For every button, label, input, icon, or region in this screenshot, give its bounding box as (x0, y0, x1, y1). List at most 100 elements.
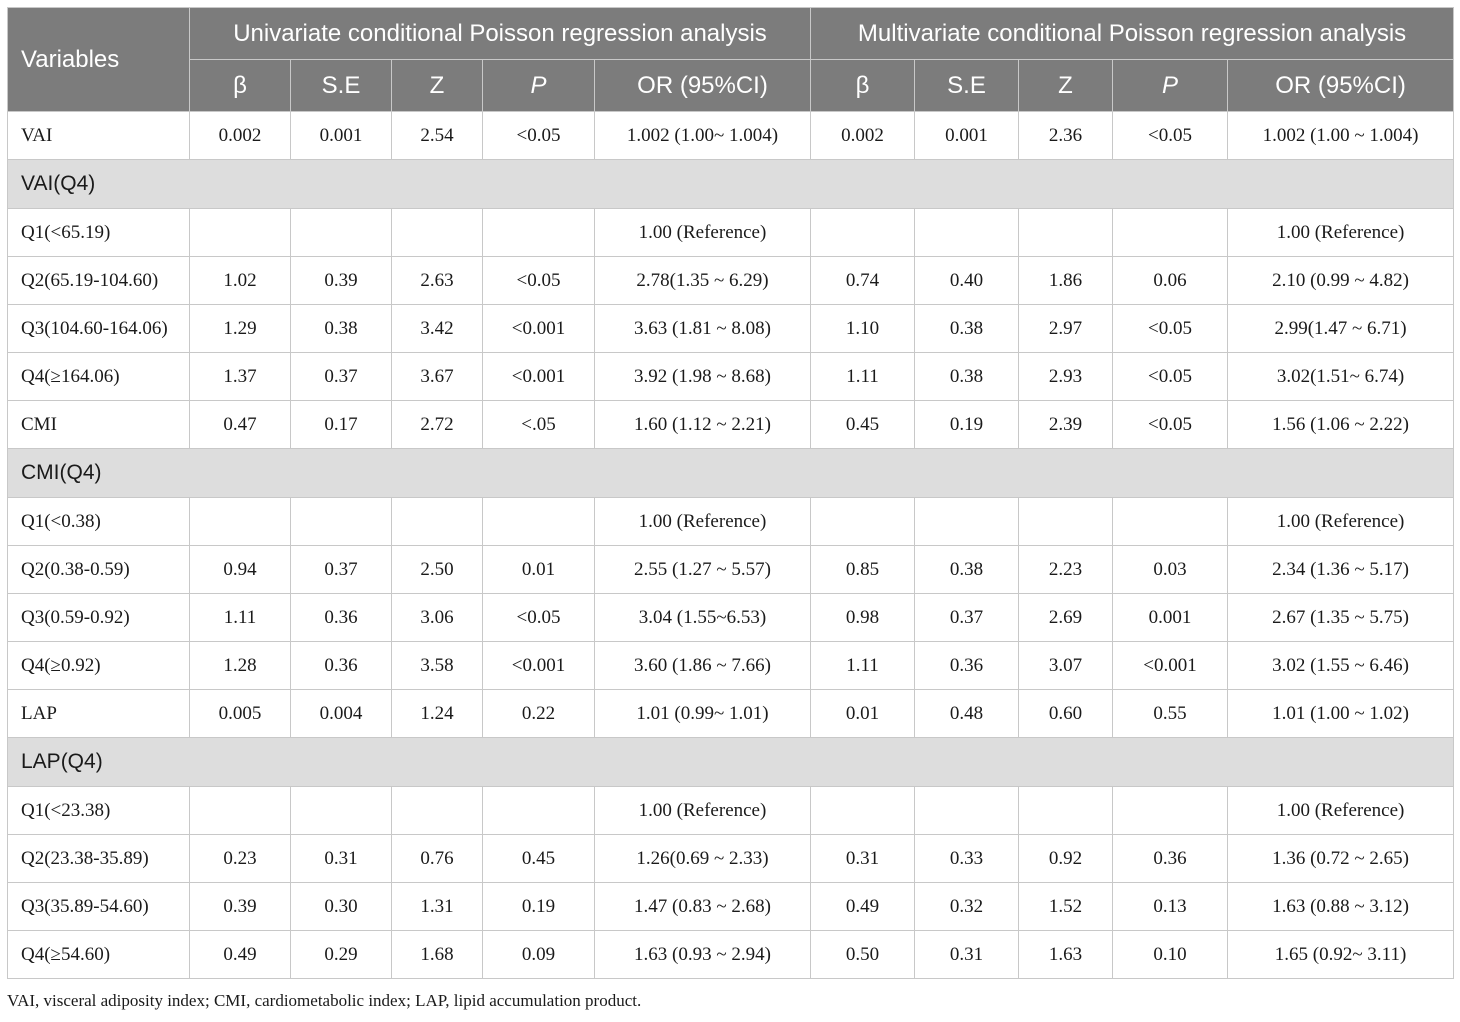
table-footnote: VAI, visceral adiposity index; CMI, card… (7, 991, 642, 1010)
table-cell: 2.50 (391, 545, 483, 594)
col-header-z: Z (391, 59, 483, 112)
table-row: Q4(≥54.60) 0.49 0.29 1.68 0.09 1.63 (0.93 ~ 2… (7, 930, 1455, 979)
table-cell: 3.02 (1.55 ~ 6.46) (1227, 641, 1455, 690)
table-cell: 0.13 (1112, 882, 1229, 931)
group-label: CMI(Q4) (6, 448, 1455, 498)
table-cell: 1.11 (189, 593, 291, 642)
regression-table: Variables Univariate conditional Poisson… (6, 7, 1455, 979)
table-cell (482, 497, 595, 546)
group-label: LAP(Q4) (6, 737, 1455, 787)
group-row: VAI(Q4) (6, 159, 1455, 209)
table-cell: 0.002 (810, 111, 916, 160)
variable-label: CMI (7, 400, 190, 449)
table-cell (1112, 786, 1229, 835)
table-cell: 0.38 (290, 304, 392, 353)
table-cell: 1.29 (189, 304, 291, 353)
variable-label: Q4(≥164.06) (7, 352, 190, 401)
table-cell: <0.001 (1112, 641, 1229, 690)
table-cell: 0.38 (914, 352, 1020, 401)
table-cell: <0.001 (482, 641, 595, 690)
table-cell: 1.00 (Reference) (1227, 208, 1455, 257)
table-cell: 2.55 (1.27 ~ 5.57) (593, 545, 812, 594)
table-cell: 0.001 (1112, 593, 1229, 642)
table-cell: 1.002 (1.00~ 1.004) (593, 111, 812, 160)
table-cell: 0.001 (290, 111, 392, 160)
table-row: Q1(<65.19) 1.00 (Reference) 1.00 (Referenc… (7, 208, 1455, 257)
table-cell: 1.63 (0.93 ~ 2.94) (593, 930, 812, 979)
table-cell: 0.39 (189, 882, 291, 931)
table-cell: 2.99(1.47 ~ 6.71) (1227, 304, 1455, 353)
table-cell: 0.38 (914, 304, 1020, 353)
col-header-p: P (1112, 59, 1229, 112)
table-cell: 0.33 (914, 834, 1020, 883)
table-cell: 0.30 (290, 882, 392, 931)
table-cell (1018, 208, 1114, 257)
table-cell (914, 497, 1020, 546)
table-cell: 1.00 (Reference) (1227, 497, 1455, 546)
table-cell (914, 786, 1020, 835)
table-cell: <0.001 (482, 352, 595, 401)
table-cell: 2.78(1.35 ~ 6.29) (593, 256, 812, 305)
table-row: Q4(≥164.06) 1.37 0.37 3.67 <0.001 3.92 (1.98 … (7, 352, 1455, 401)
table-cell (1112, 208, 1229, 257)
table-cell: 0.36 (914, 641, 1020, 690)
table-cell: 0.36 (1112, 834, 1229, 883)
table-cell (391, 208, 483, 257)
variable-label: VAI (7, 111, 190, 160)
table-cell: 0.60 (1018, 689, 1114, 738)
table-cell: 1.00 (Reference) (593, 497, 812, 546)
table-row: Q3(35.89-54.60) 0.39 0.30 1.31 0.19 1.47 (0.8… (7, 882, 1455, 931)
table-cell: 0.38 (914, 545, 1020, 594)
table-cell: 1.63 (0.88 ~ 3.12) (1227, 882, 1455, 931)
variable-label: Q1(<0.38) (7, 497, 190, 546)
table-cell: 1.01 (1.00 ~ 1.02) (1227, 689, 1455, 738)
table-cell: <0.05 (1112, 352, 1229, 401)
table-cell: 0.39 (290, 256, 392, 305)
table-cell (810, 786, 916, 835)
table-row: Q2(65.19-104.60) 1.02 0.39 2.63 <0.05 2.78(1.… (7, 256, 1455, 305)
table-cell (1018, 786, 1114, 835)
table-cell: <0.05 (482, 256, 595, 305)
table-cell: 0.37 (290, 352, 392, 401)
table-cell: <0.05 (1112, 304, 1229, 353)
table-cell: 0.31 (290, 834, 392, 883)
table-cell: 1.56 (1.06 ~ 2.22) (1227, 400, 1455, 449)
table-row: Q4(≥0.92) 1.28 0.36 3.58 <0.001 3.60 (1.86 ~ … (7, 641, 1455, 690)
table-cell: 1.24 (391, 689, 483, 738)
table-cell: 0.37 (290, 545, 392, 594)
table-cell: 0.002 (189, 111, 291, 160)
table-row: Q1(<23.38) 1.00 (Reference) 1.00 (Referenc… (7, 786, 1455, 835)
table-cell: 1.31 (391, 882, 483, 931)
table-cell: 2.93 (1018, 352, 1114, 401)
table-cell: 0.01 (810, 689, 916, 738)
table-cell: 0.09 (482, 930, 595, 979)
table-cell: 0.10 (1112, 930, 1229, 979)
table-cell: 0.31 (914, 930, 1020, 979)
table-cell: 1.00 (Reference) (593, 208, 812, 257)
table-cell: 1.60 (1.12 ~ 2.21) (593, 400, 812, 449)
table-cell: 2.69 (1018, 593, 1114, 642)
table-cell: 0.76 (391, 834, 483, 883)
table-cell: 1.68 (391, 930, 483, 979)
table-cell: 1.002 (1.00 ~ 1.004) (1227, 111, 1455, 160)
table-cell: 2.97 (1018, 304, 1114, 353)
table-cell: 1.11 (810, 352, 916, 401)
col-header-se: S.E (290, 59, 392, 112)
table-row: Q3(0.59-0.92) 1.11 0.36 3.06 <0.05 3.04 (1.55… (7, 593, 1455, 642)
table-cell: 2.23 (1018, 545, 1114, 594)
table-cell: 3.60 (1.86 ~ 7.66) (593, 641, 812, 690)
table-cell: 0.36 (290, 593, 392, 642)
table-cell (189, 208, 291, 257)
group-row: CMI(Q4) (6, 448, 1455, 498)
table-cell: 3.02(1.51~ 6.74) (1227, 352, 1455, 401)
table-cell (290, 786, 392, 835)
table-cell: 1.63 (1018, 930, 1114, 979)
table-cell (810, 208, 916, 257)
table-cell: 0.48 (914, 689, 1020, 738)
table-cell: 0.94 (189, 545, 291, 594)
table-cell: <0.05 (1112, 400, 1229, 449)
table-cell: 0.23 (189, 834, 291, 883)
variable-label: Q3(35.89-54.60) (7, 882, 190, 931)
table-cell (482, 208, 595, 257)
table-row: Q1(<0.38) 1.00 (Reference) 1.00 (Reference… (7, 497, 1455, 546)
